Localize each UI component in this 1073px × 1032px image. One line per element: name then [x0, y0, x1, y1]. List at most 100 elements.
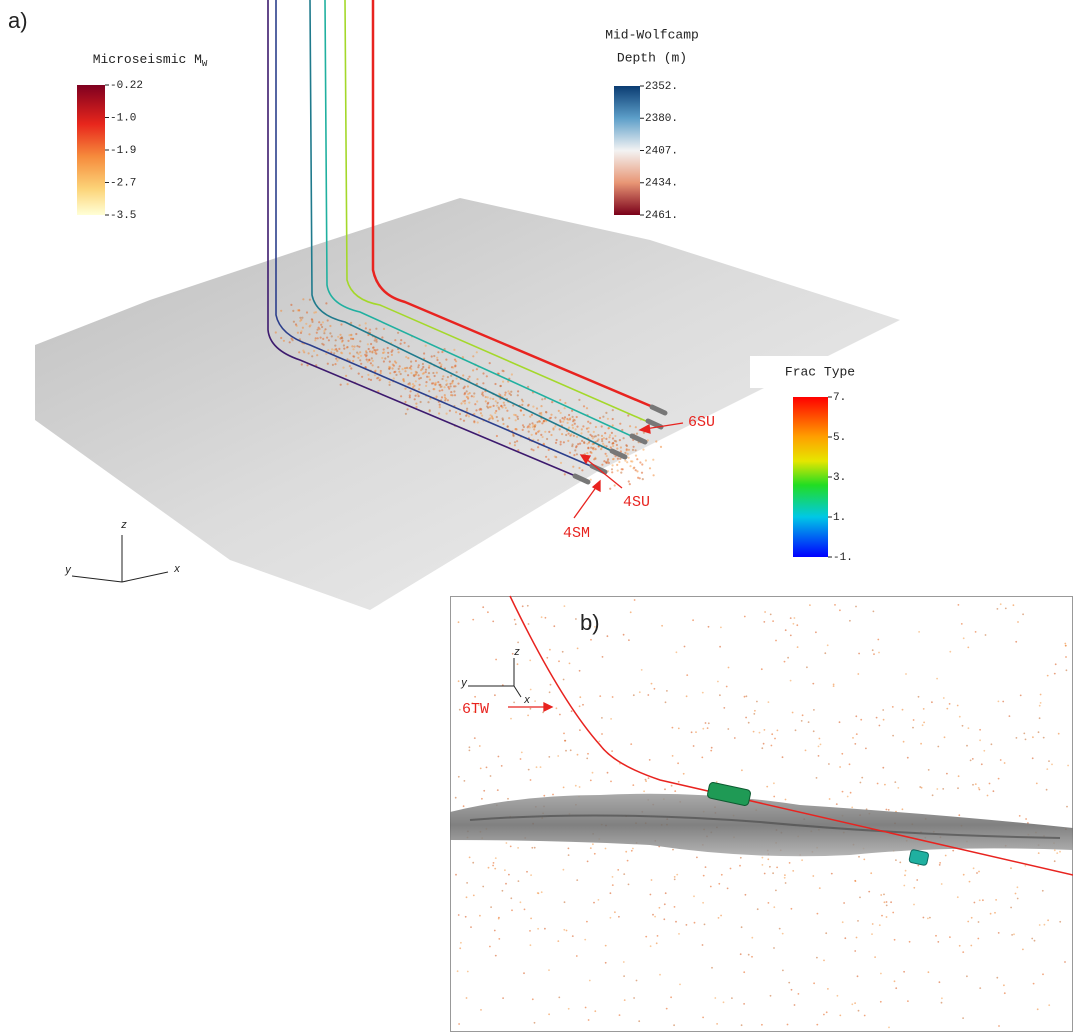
event: [923, 722, 925, 724]
event: [967, 921, 969, 923]
event: [336, 360, 338, 362]
event: [295, 323, 297, 325]
event: [979, 739, 981, 741]
event: [398, 368, 400, 370]
event: [894, 939, 896, 941]
event: [375, 339, 377, 341]
event: [444, 394, 446, 396]
event: [586, 758, 588, 760]
event: [1046, 789, 1048, 791]
event: [987, 795, 989, 797]
event: [290, 304, 292, 306]
event: [664, 788, 666, 790]
event: [977, 938, 979, 940]
event: [763, 621, 765, 623]
event: [576, 416, 578, 418]
event: [447, 399, 449, 401]
event: [620, 446, 622, 448]
event: [720, 915, 722, 917]
event: [541, 616, 543, 618]
event: [888, 1027, 890, 1029]
event: [515, 428, 517, 430]
event: [818, 746, 820, 748]
event: [673, 1024, 675, 1026]
event: [505, 407, 507, 409]
event: [1016, 737, 1018, 739]
event: [517, 663, 519, 665]
event: [482, 606, 484, 608]
event: [563, 787, 565, 789]
event: [425, 369, 427, 371]
event: [809, 604, 811, 606]
event: [825, 932, 827, 934]
event: [642, 449, 644, 451]
event: [928, 971, 930, 973]
event: [1047, 919, 1049, 921]
event: [998, 778, 1000, 780]
event: [870, 872, 872, 874]
event: [474, 696, 476, 698]
event: [607, 427, 609, 429]
event: [1038, 852, 1040, 854]
event: [628, 480, 630, 482]
event: [468, 402, 470, 404]
event: [913, 904, 915, 906]
event: [620, 472, 622, 474]
event: [538, 892, 540, 894]
event: [554, 456, 556, 458]
event: [568, 848, 570, 850]
colorbar-title: Microseismic MW: [93, 52, 208, 69]
event: [400, 395, 402, 397]
tick-label: -2.7: [110, 177, 136, 189]
event: [979, 789, 981, 791]
event: [660, 446, 662, 448]
event: [320, 337, 322, 339]
event: [505, 392, 507, 394]
tick-label: -1.: [833, 552, 853, 564]
event: [499, 385, 501, 387]
event: [459, 709, 461, 711]
event: [493, 405, 495, 407]
event: [632, 449, 634, 451]
event: [895, 859, 897, 861]
event: [610, 718, 612, 720]
event: [392, 367, 394, 369]
event: [753, 731, 755, 733]
event: [1066, 669, 1068, 671]
event: [345, 375, 347, 377]
event: [605, 848, 607, 850]
event: [728, 667, 730, 669]
event: [486, 405, 488, 407]
event: [343, 344, 345, 346]
event: [757, 908, 759, 910]
event: [763, 743, 765, 745]
event: [978, 921, 980, 923]
event: [398, 371, 400, 373]
event: [1010, 867, 1012, 869]
event: [633, 446, 635, 448]
event: [957, 896, 959, 898]
event: [827, 644, 829, 646]
event: [567, 419, 569, 421]
event: [844, 937, 846, 939]
event: [550, 684, 552, 686]
event: [674, 790, 676, 792]
event: [403, 380, 405, 382]
event: [358, 373, 360, 375]
event: [389, 366, 391, 368]
event: [913, 719, 915, 721]
event: [879, 924, 881, 926]
event: [857, 920, 859, 922]
event: [539, 412, 541, 414]
event: [479, 745, 481, 747]
event: [302, 298, 304, 300]
event: [746, 695, 748, 697]
event: [405, 413, 407, 415]
event: [350, 334, 352, 336]
event: [548, 431, 550, 433]
event: [616, 464, 618, 466]
event: [479, 915, 481, 917]
event: [436, 359, 438, 361]
event: [628, 457, 630, 459]
event: [409, 382, 411, 384]
